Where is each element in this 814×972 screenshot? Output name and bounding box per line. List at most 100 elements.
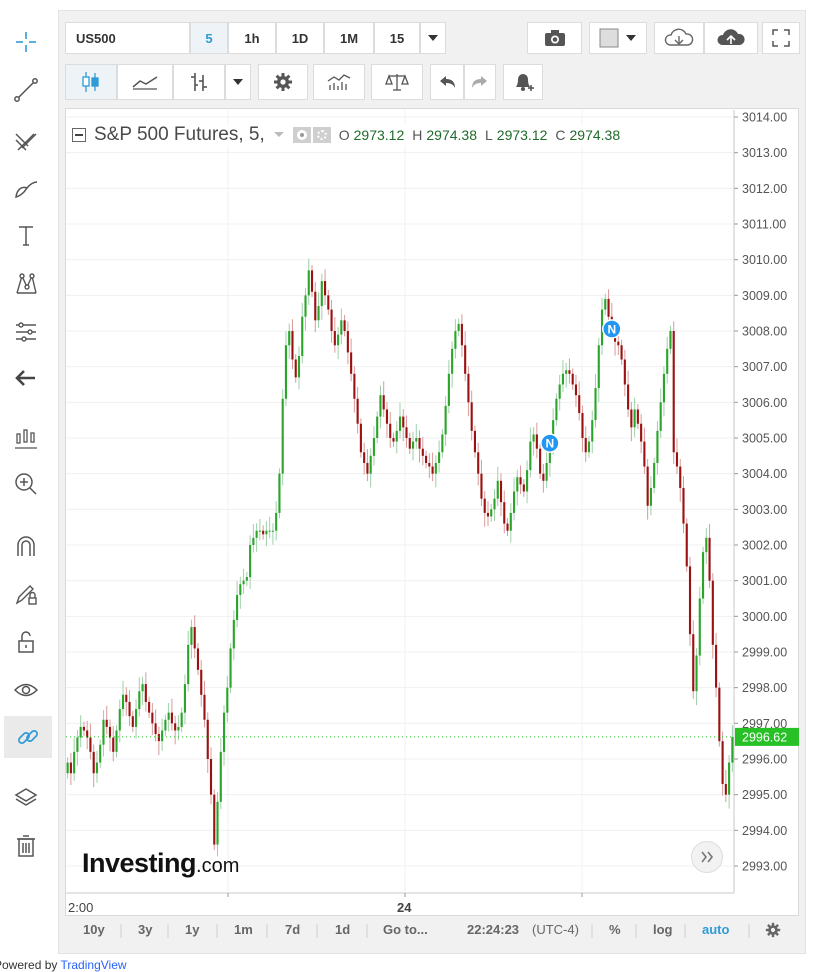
trash-icon[interactable] — [8, 828, 44, 864]
symbol-input[interactable]: US500 — [65, 22, 190, 54]
prediction-tool-icon[interactable] — [8, 314, 44, 350]
interval-1d-button[interactable]: 1D — [276, 22, 324, 54]
candle-body — [193, 627, 196, 649]
area-style-button[interactable] — [117, 64, 173, 100]
chart-pane[interactable] — [65, 108, 799, 916]
candle-body — [366, 462, 369, 474]
candle-body — [600, 309, 604, 346]
chart-type-dropdown[interactable] — [225, 64, 251, 100]
low-label: L — [484, 127, 493, 143]
candles-style-button[interactable] — [65, 64, 117, 100]
candle-body — [721, 741, 724, 784]
undo-button[interactable] — [430, 64, 464, 100]
camera-icon — [544, 30, 565, 46]
measure-icon[interactable] — [8, 420, 44, 456]
candle-body — [731, 736, 734, 763]
interval-5-button[interactable]: 5 — [190, 22, 228, 54]
last-price-badge — [735, 727, 799, 746]
candle-body — [219, 751, 222, 802]
fullscreen-button[interactable] — [762, 22, 800, 54]
interval-1m-button[interactable]: 1M — [324, 22, 374, 54]
candle-body — [134, 709, 138, 727]
candle-body — [594, 388, 597, 421]
caret-down-icon[interactable] — [273, 131, 285, 139]
candle-body — [483, 498, 486, 513]
y-tick-label: 3013.00 — [742, 146, 787, 160]
log-scale-button[interactable]: log — [653, 922, 673, 937]
pattern-tool-icon[interactable] — [8, 266, 44, 302]
redo-button[interactable] — [464, 64, 496, 100]
candle-body — [376, 416, 379, 438]
range-7d-button[interactable]: 7d — [285, 922, 301, 937]
snapshot-button[interactable] — [527, 22, 582, 54]
fib-tool-icon[interactable] — [8, 122, 44, 158]
candle-body — [121, 694, 125, 710]
layers-icon[interactable] — [8, 780, 44, 816]
link-icon[interactable] — [4, 716, 52, 758]
alert-button[interactable] — [503, 64, 543, 100]
auto-scale-button[interactable]: auto — [702, 922, 730, 937]
redo-icon — [472, 76, 487, 88]
candle-body — [333, 331, 336, 346]
interval-1h-button[interactable]: 1h — [228, 22, 276, 54]
y-tick-label: 3009.00 — [742, 289, 787, 303]
candle-body — [128, 701, 131, 717]
interval-15-button[interactable]: 15 — [374, 22, 420, 54]
lock-drawings-icon[interactable] — [8, 576, 44, 612]
save-chart-button[interactable] — [704, 22, 758, 54]
candle-body — [301, 316, 304, 356]
news-marker — [540, 433, 560, 453]
collapse-legend-icon[interactable] — [72, 128, 86, 142]
tradingview-link[interactable]: TradingView — [60, 958, 127, 972]
text-tool-icon[interactable] — [8, 218, 44, 254]
goto-button[interactable]: Go to... — [383, 922, 428, 937]
chart-color-button[interactable] — [589, 22, 647, 54]
brush-icon[interactable] — [8, 170, 44, 206]
range-3y-button[interactable]: 3y — [138, 922, 153, 937]
candle-body — [258, 530, 261, 532]
back-arrow-icon[interactable] — [8, 360, 44, 396]
eye-icon[interactable] — [292, 127, 311, 143]
indicators-button[interactable] — [313, 64, 365, 100]
settings-button[interactable] — [258, 64, 308, 100]
candle-body — [486, 512, 490, 517]
range-1m-button[interactable]: 1m — [234, 922, 253, 937]
range-10y-button[interactable]: 10y — [83, 922, 105, 937]
gear-icon[interactable] — [312, 127, 331, 143]
candle-body — [672, 331, 675, 453]
candle-body — [464, 345, 467, 374]
y-tick-label: 2998.00 — [742, 681, 787, 695]
scroll-to-realtime-button[interactable] — [691, 841, 723, 873]
indicators-icon — [327, 74, 351, 90]
zoom-in-icon[interactable] — [8, 466, 44, 502]
magnet-icon[interactable] — [8, 528, 44, 564]
percent-scale-button[interactable]: % — [609, 922, 621, 937]
range-1y-button[interactable]: 1y — [185, 922, 200, 937]
y-tick-label: 3006.00 — [742, 396, 787, 410]
gear-icon[interactable] — [765, 922, 781, 941]
y-tick-label: 3008.00 — [742, 325, 787, 339]
candle-body — [604, 298, 607, 310]
interval-dropdown-button[interactable] — [420, 22, 446, 54]
candle-body — [718, 687, 721, 742]
candle-body — [314, 291, 317, 321]
crosshair-icon[interactable] — [8, 24, 44, 60]
candle-body — [607, 298, 610, 317]
range-1d-button[interactable]: 1d — [335, 922, 351, 937]
candle-body — [421, 448, 424, 456]
candle-body — [372, 438, 375, 456]
candle-body — [685, 523, 688, 567]
candle-body — [643, 441, 646, 467]
compare-button[interactable] — [371, 64, 423, 100]
eye-icon[interactable] — [8, 672, 44, 708]
candle-body — [522, 484, 525, 492]
open-label: O — [338, 127, 350, 143]
trend-line-icon[interactable] — [8, 72, 44, 108]
load-chart-button[interactable] — [654, 22, 704, 54]
candle-body — [630, 409, 633, 428]
ohlc-bars-icon — [191, 73, 207, 91]
unlock-icon[interactable] — [8, 624, 44, 660]
timezone-button[interactable]: (UTC-4) — [532, 922, 579, 937]
bars-style-button[interactable] — [173, 64, 225, 100]
undo-icon — [440, 76, 455, 88]
